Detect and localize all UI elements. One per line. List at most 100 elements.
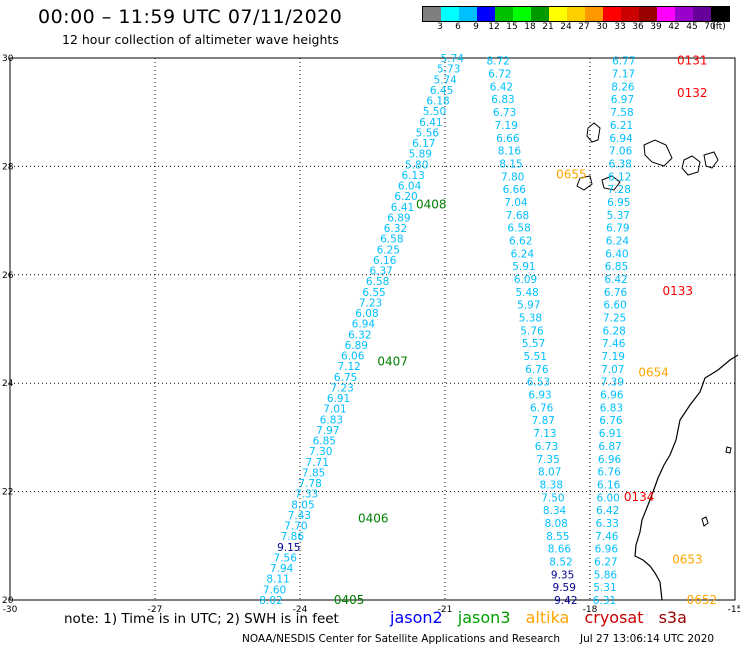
legend-label: 24 — [560, 22, 572, 32]
swh-value-label: 8.07 — [538, 467, 561, 479]
swh-value-label: 6.08 — [355, 308, 378, 320]
swh-value-label: 5.73 — [437, 64, 460, 76]
swh-value-label: 5.37 — [607, 210, 630, 222]
swh-value-label: 7.97 — [316, 425, 339, 437]
swh-value-label: 9.59 — [553, 582, 576, 594]
x-tick-label: -30 — [3, 605, 18, 615]
swh-value-label: 6.66 — [496, 133, 520, 145]
sat-jason2: jason2 — [390, 608, 443, 627]
swh-value-label: 7.19 — [602, 351, 625, 363]
swh-value-label: 6.96 — [598, 454, 622, 466]
swh-value-label: 6.28 — [602, 325, 625, 337]
swh-value-label: 7.30 — [309, 446, 332, 458]
swh-value-label: 6.16 — [597, 479, 621, 491]
swh-value-label: 8.08 — [544, 518, 567, 530]
legend-label: 18 — [524, 22, 536, 32]
legend-label: 12 — [488, 22, 500, 32]
swh-value-label: 6.33 — [596, 518, 619, 530]
satellite-legend: jason2 jason3 altika cryosat s3a — [390, 608, 697, 627]
swh-value-label: 5.57 — [522, 338, 545, 350]
island-outline — [681, 155, 701, 176]
swh-value-label: 7.86 — [281, 531, 305, 543]
footer-credit: NOAA/NESDIS Center for Satellite Applica… — [242, 633, 560, 645]
swh-value-label: 6.41 — [419, 117, 442, 129]
pass-number-label: 0134 — [624, 490, 655, 504]
legend-swatch — [603, 7, 621, 21]
swh-value-label: 5.80 — [405, 159, 428, 171]
legend-label: (ft) — [712, 22, 726, 32]
swh-value-label: 6.96 — [600, 390, 624, 402]
map-frame — [9, 57, 736, 601]
swh-value-label: 8.66 — [548, 544, 572, 556]
swh-value-label: 6.83 — [600, 402, 623, 414]
swh-value-label: 6.83 — [491, 94, 514, 106]
swh-value-label: 6.42 — [604, 274, 627, 286]
swh-value-label: 8.15 — [499, 158, 522, 170]
swh-value-label: 6.20 — [394, 191, 417, 203]
legend-label: 21 — [542, 22, 554, 32]
pass-number-label: 0654 — [638, 365, 669, 379]
legend-swatch — [459, 7, 477, 21]
swh-value-label: 7.46 — [602, 338, 626, 350]
swh-value-label: 6.13 — [401, 170, 424, 182]
swh-value-label: 6.76 — [597, 467, 621, 479]
pass-number-label: 0133 — [663, 284, 694, 298]
y-tick-label: 30 — [2, 54, 14, 64]
island-outline — [725, 446, 732, 454]
swh-value-label: 8.11 — [266, 574, 289, 586]
swh-value-label: 7.04 — [504, 197, 528, 209]
legend-label: 3 — [437, 22, 443, 32]
swh-value-label: 6.97 — [611, 94, 634, 106]
swh-value-label: 8.55 — [546, 531, 569, 543]
swh-value-label: 6.91 — [327, 393, 350, 405]
y-tick-label: 24 — [2, 379, 14, 389]
swh-value-label: 6.62 — [509, 235, 532, 247]
swh-value-label: 6.17 — [412, 138, 435, 150]
color-legend — [422, 6, 730, 22]
pass-number-label: 0406 — [358, 512, 389, 526]
swh-value-label: 5.74 — [433, 74, 457, 86]
swh-value-label: 5.89 — [409, 149, 432, 161]
legend-swatch — [477, 7, 495, 21]
swh-value-label: 7.70 — [284, 521, 307, 533]
swh-value-label: 6.53 — [527, 377, 550, 389]
x-tick-label: -21 — [438, 605, 453, 615]
swh-value-label: 6.00 — [596, 492, 619, 504]
legend-label: 36 — [632, 22, 644, 32]
legend-swatch — [657, 7, 675, 21]
swh-value-label: 6.85 — [313, 436, 336, 448]
legend-label: 27 — [578, 22, 590, 32]
swh-value-label: 7.71 — [306, 457, 329, 469]
swh-value-label: 7.23 — [330, 382, 353, 394]
footer-note: note: 1) Time is in UTC; 2) SWH is in fe… — [64, 611, 339, 627]
legend-swatch — [585, 7, 603, 21]
swh-value-label: 6.04 — [398, 181, 422, 193]
swh-value-label: 6.89 — [387, 212, 410, 224]
swh-value-label: 6.58 — [380, 234, 403, 246]
swh-value-label: 6.24 — [511, 248, 535, 260]
swh-value-label: 6.42 — [490, 81, 513, 93]
swh-value-label: 7.39 — [601, 377, 624, 389]
swh-value-label: 5.86 — [594, 569, 618, 581]
swh-value-label: 9.42 — [554, 595, 577, 607]
swh-value-label: 8.72 — [486, 56, 509, 68]
x-tick-label: -24 — [293, 605, 308, 615]
swh-value-label: 5.38 — [519, 313, 542, 325]
swh-value-label: 6.16 — [373, 255, 397, 267]
legend-swatch — [639, 7, 657, 21]
swh-value-label: 6.38 — [608, 158, 631, 170]
legend-label: 9 — [473, 22, 479, 32]
swh-value-label: 6.76 — [604, 287, 628, 299]
island-outline — [586, 122, 601, 143]
swh-value-label: 5.31 — [593, 582, 616, 594]
swh-value-label: 6.24 — [606, 235, 630, 247]
swh-value-label: 7.50 — [541, 492, 564, 504]
swh-value-label: 7.94 — [270, 563, 294, 575]
swh-value-label: 6.09 — [514, 274, 537, 286]
legend-swatch — [423, 7, 441, 21]
map-title: 00:00 – 11:59 UTC 07/11/2020 — [38, 6, 343, 28]
swh-value-label: 6.37 — [369, 266, 392, 278]
swh-value-label: 5.51 — [524, 351, 547, 363]
swh-value-label: 6.94 — [352, 319, 376, 331]
pass-number-label: 0652 — [687, 593, 718, 607]
